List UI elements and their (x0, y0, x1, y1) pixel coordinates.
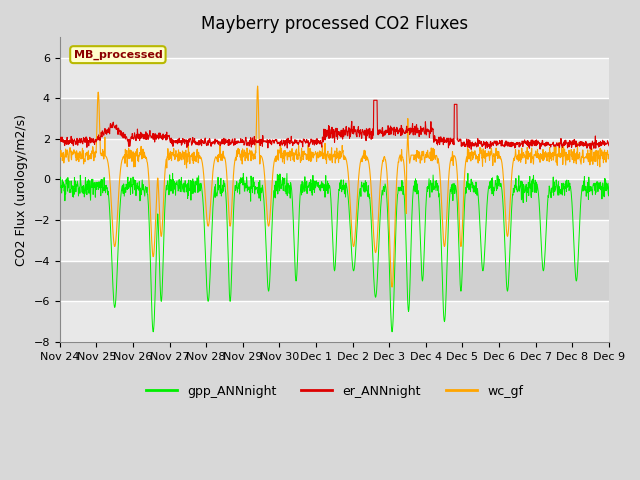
Bar (60, 139, 609, 180)
Bar (60, 98, 609, 139)
Title: Mayberry processed CO2 Fluxes: Mayberry processed CO2 Fluxes (201, 15, 468, 33)
Bar (60, 261, 609, 301)
Y-axis label: CO2 Flux (urology/m2/s): CO2 Flux (urology/m2/s) (15, 114, 28, 265)
Bar (60, 301, 609, 342)
Text: MB_processed: MB_processed (74, 49, 163, 60)
Bar (60, 58, 609, 98)
Bar (60, 220, 609, 261)
Bar (60, 180, 609, 220)
Legend: gpp_ANNnight, er_ANNnight, wc_gf: gpp_ANNnight, er_ANNnight, wc_gf (141, 380, 528, 403)
